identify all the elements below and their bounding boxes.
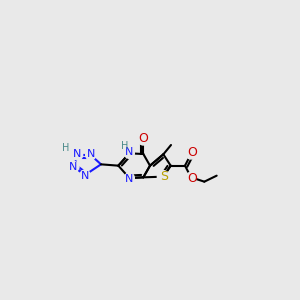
Text: O: O (187, 146, 197, 160)
Circle shape (62, 144, 70, 152)
Text: O: O (138, 133, 148, 146)
Text: H: H (121, 141, 129, 151)
Text: N: N (125, 174, 134, 184)
Text: N: N (73, 149, 81, 159)
Text: N: N (125, 147, 134, 157)
Text: N: N (86, 149, 95, 159)
Circle shape (69, 162, 79, 172)
Text: N: N (81, 171, 89, 181)
Circle shape (124, 173, 134, 183)
Circle shape (120, 142, 130, 152)
Circle shape (73, 150, 83, 160)
Circle shape (157, 171, 169, 183)
Circle shape (86, 150, 96, 160)
Circle shape (186, 172, 196, 182)
Circle shape (138, 135, 148, 145)
Text: H: H (62, 143, 70, 153)
Text: S: S (160, 170, 168, 183)
Text: N: N (69, 162, 77, 172)
Circle shape (186, 149, 196, 159)
Text: O: O (187, 172, 197, 185)
Circle shape (80, 170, 90, 180)
Circle shape (124, 148, 134, 158)
